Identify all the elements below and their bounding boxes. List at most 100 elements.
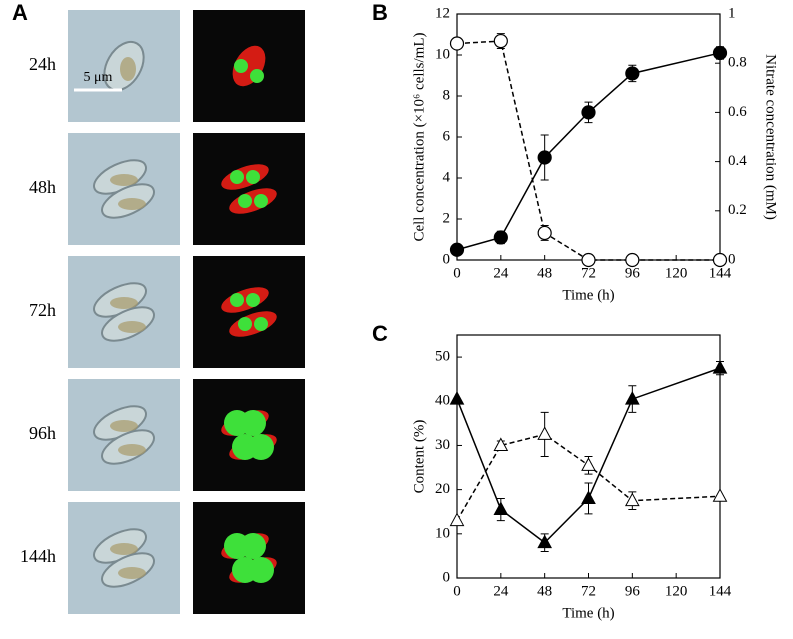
y-tick-label: 0 xyxy=(443,569,451,585)
x-tick-label: 48 xyxy=(537,583,552,599)
lipid xyxy=(254,194,268,208)
y-tick-label: 50 xyxy=(435,349,450,365)
y-tick-label: 40 xyxy=(435,393,450,409)
y-tick-label: 6 xyxy=(443,128,451,144)
row-label: 72h xyxy=(29,300,56,320)
point xyxy=(493,33,508,49)
cell-body xyxy=(110,174,138,186)
lipid xyxy=(240,533,266,559)
point xyxy=(624,391,640,405)
x-axis-label: Time (h) xyxy=(562,605,614,621)
cell-body xyxy=(110,297,138,309)
point xyxy=(625,66,640,81)
lipid xyxy=(240,410,266,436)
x-tick-label: 72 xyxy=(581,265,596,281)
point xyxy=(449,36,465,51)
y-tick-label: 0 xyxy=(443,251,451,267)
y-tick-label: 2 xyxy=(443,210,451,226)
lipid xyxy=(248,557,274,583)
lipid xyxy=(238,194,252,208)
lipid xyxy=(234,59,248,73)
x-axis-label: Time (h) xyxy=(562,287,614,303)
y-tick-label: 30 xyxy=(435,437,450,453)
chloroplast xyxy=(221,287,269,313)
y2-tick-label: 0.4 xyxy=(728,153,747,169)
point xyxy=(581,252,596,268)
panel-label: B xyxy=(372,0,388,25)
y2-tick-label: 0.6 xyxy=(728,104,747,120)
point xyxy=(581,105,596,120)
point xyxy=(712,488,728,502)
cell-body xyxy=(118,198,146,210)
x-tick-label: 96 xyxy=(625,265,641,281)
panel-label: C xyxy=(372,321,388,346)
series-line xyxy=(456,40,720,261)
lipid xyxy=(246,170,260,184)
cell-body xyxy=(120,57,136,81)
series-line xyxy=(456,433,721,521)
y-tick-label: 10 xyxy=(435,46,450,62)
y-axis-label: Content (%) xyxy=(411,420,427,494)
cell-body xyxy=(118,444,146,456)
chloroplast xyxy=(229,188,277,214)
x-tick-label: 0 xyxy=(453,265,461,281)
x-tick-label: 48 xyxy=(537,265,552,281)
row-label: 24h xyxy=(29,54,56,74)
panel-label: A xyxy=(12,0,28,25)
point xyxy=(712,360,728,374)
scale-bar-label: 5 μm xyxy=(84,70,113,85)
point xyxy=(537,534,553,549)
cell-body xyxy=(110,543,138,555)
x-tick-label: 72 xyxy=(581,583,596,599)
y-tick-label: 12 xyxy=(435,5,450,21)
y-tick-label: 8 xyxy=(443,87,451,103)
point xyxy=(493,437,509,451)
point xyxy=(537,150,552,165)
x-tick-label: 0 xyxy=(453,583,461,599)
row-label: 96h xyxy=(29,423,56,443)
point xyxy=(493,501,509,516)
lipid xyxy=(254,317,268,331)
row-label: 144h xyxy=(20,546,56,566)
lipid xyxy=(230,293,244,307)
x-tick-label: 96 xyxy=(625,583,641,599)
x-tick-label: 144 xyxy=(709,583,732,599)
point xyxy=(625,252,640,268)
y2-tick-label: 0.8 xyxy=(728,55,747,71)
y2-axis-label: Nitrate concentration (mM) xyxy=(763,54,779,220)
lipid xyxy=(230,170,244,184)
x-tick-label: 24 xyxy=(493,583,509,599)
fluorescence xyxy=(193,133,305,245)
fluorescence xyxy=(193,256,305,368)
point xyxy=(537,426,553,440)
point xyxy=(449,512,465,527)
x-tick-label: 120 xyxy=(665,583,688,599)
x-tick-label: 120 xyxy=(665,265,688,281)
point xyxy=(537,225,552,241)
lipid xyxy=(248,434,274,460)
y-axis-label: Cell concentration (×10⁶ cells/mL) xyxy=(411,32,427,241)
y-tick-label: 20 xyxy=(435,481,450,497)
point xyxy=(712,252,728,268)
lipid xyxy=(238,317,252,331)
y-tick-label: 10 xyxy=(435,525,450,541)
point xyxy=(581,490,596,504)
lipid xyxy=(246,293,260,307)
point xyxy=(493,230,508,245)
y2-tick-label: 0 xyxy=(728,251,736,267)
row-label: 48h xyxy=(29,177,56,197)
chloroplast xyxy=(221,164,269,190)
lipid xyxy=(250,69,264,83)
y-tick-label: 4 xyxy=(443,169,451,185)
cell-body xyxy=(118,567,146,579)
x-tick-label: 144 xyxy=(709,265,732,281)
point xyxy=(712,45,728,61)
series-line xyxy=(456,52,721,251)
cell-body xyxy=(110,420,138,432)
plot-frame xyxy=(456,13,721,261)
micrographs xyxy=(68,10,305,614)
series-line xyxy=(456,367,721,544)
chloroplast xyxy=(229,311,277,337)
point xyxy=(581,457,596,471)
